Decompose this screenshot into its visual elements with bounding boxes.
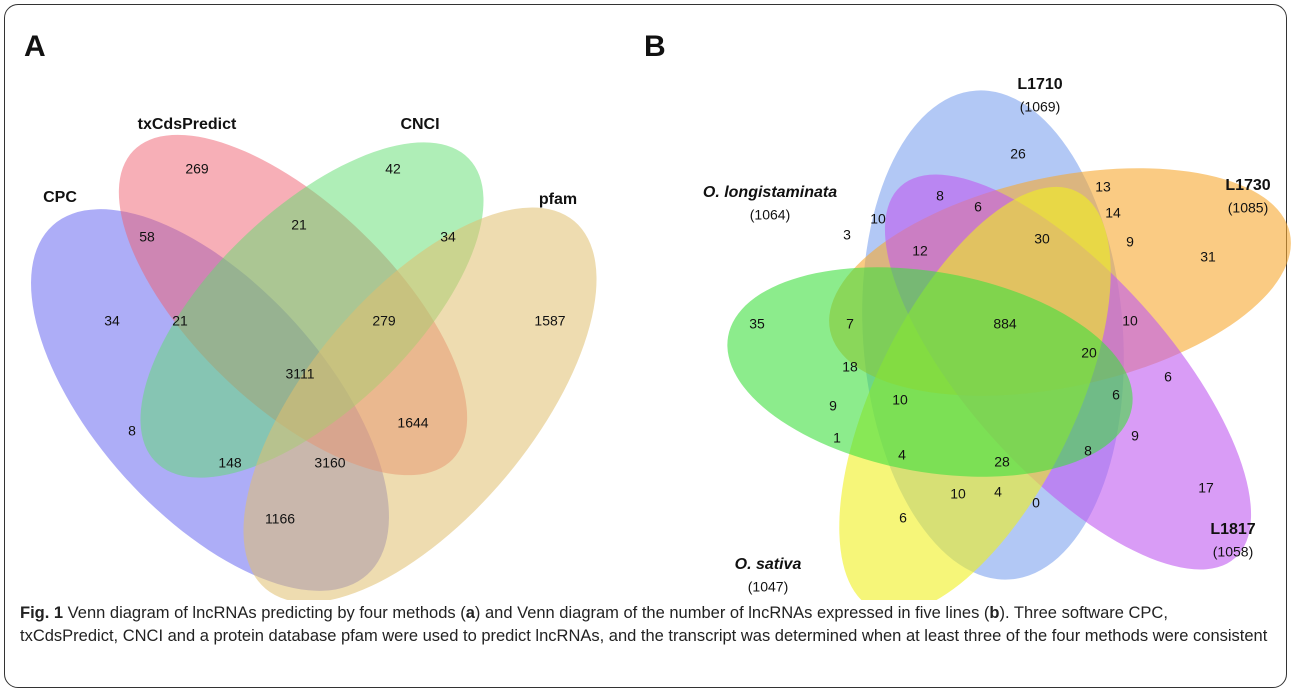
- region-count: 58: [139, 229, 155, 245]
- region-count: 10: [870, 211, 886, 227]
- set-name: CNCI: [400, 116, 439, 133]
- venn-b: [727, 90, 1291, 600]
- region-count: 1587: [534, 313, 565, 329]
- caption-text: a: [465, 604, 475, 622]
- region-count: 4: [994, 484, 1002, 500]
- region-count: 9: [829, 398, 837, 414]
- region-count: 6: [974, 199, 982, 215]
- region-count: 21: [172, 313, 188, 329]
- region-count: 42: [385, 161, 401, 177]
- region-count: 269: [185, 161, 209, 177]
- region-count: 21: [291, 217, 307, 233]
- region-count: 17: [1198, 480, 1214, 496]
- caption-text: b: [989, 604, 1000, 622]
- set-ellipse: [140, 142, 484, 478]
- set-name: L1817: [1210, 521, 1255, 538]
- set-count: (1069): [1020, 99, 1060, 115]
- region-count: 7: [846, 316, 854, 332]
- set-name: pfam: [539, 191, 577, 208]
- region-count: 1: [833, 430, 841, 446]
- region-count: 12: [912, 243, 928, 259]
- region-count: 34: [440, 229, 456, 245]
- region-count: 9: [1126, 234, 1134, 250]
- region-count: 6: [1112, 387, 1120, 403]
- figure-frame: [4, 4, 1287, 688]
- region-count: 3: [843, 227, 851, 243]
- caption-text: Venn diagram of lncRNAs predicting by fo…: [63, 604, 466, 622]
- region-count: 14: [1105, 205, 1121, 221]
- panel-label: B: [644, 30, 666, 63]
- region-count: 10: [950, 486, 966, 502]
- region-count: 35: [749, 316, 765, 332]
- region-count: 10: [892, 392, 908, 408]
- region-count: 6: [1164, 369, 1172, 385]
- set-name: txCdsPredict: [138, 116, 237, 133]
- set-ellipse: [243, 207, 597, 600]
- region-count: 10: [1122, 313, 1138, 329]
- region-count: 279: [372, 313, 396, 329]
- region-count: 0: [1032, 495, 1040, 511]
- region-count: 884: [993, 316, 1017, 332]
- region-count: 8: [128, 423, 136, 439]
- region-count: 13: [1095, 179, 1111, 195]
- panel-label: A: [24, 30, 46, 63]
- region-count: 4: [898, 447, 906, 463]
- region-count: 18: [842, 359, 858, 375]
- caption: Fig. 1 Venn diagram of lncRNAs predictin…: [20, 602, 1270, 648]
- set-count: (1047): [748, 579, 788, 595]
- caption-label: Fig. 1: [20, 604, 64, 622]
- set-name: O. sativa: [735, 556, 802, 573]
- set-count: (1085): [1228, 200, 1268, 216]
- region-count: 3160: [314, 455, 345, 471]
- set-count: (1058): [1213, 544, 1253, 560]
- set-ellipse: [727, 267, 1133, 477]
- region-count: 6: [899, 510, 907, 526]
- set-name: CPC: [43, 189, 77, 206]
- set-name: O. longistaminata: [703, 184, 837, 201]
- caption-text: ). Three software CPC, txCdsPredict, CNC…: [20, 604, 1268, 645]
- region-count: 8: [936, 188, 944, 204]
- region-count: 31: [1200, 249, 1216, 265]
- region-count: 9: [1131, 428, 1139, 444]
- region-count: 30: [1034, 231, 1050, 247]
- region-count: 26: [1010, 146, 1026, 162]
- set-count: (1064): [750, 207, 790, 223]
- caption-text: ) and Venn diagram of the number of lncR…: [474, 604, 990, 622]
- set-name: L1730: [1225, 177, 1270, 194]
- region-count: 8: [1084, 443, 1092, 459]
- region-count: 3111: [285, 366, 314, 382]
- region-count: 28: [994, 454, 1010, 470]
- region-count: 34: [104, 313, 120, 329]
- region-count: 1166: [265, 511, 295, 527]
- venn-a: [31, 134, 597, 600]
- set-name: L1710: [1017, 76, 1062, 93]
- region-count: 20: [1081, 345, 1097, 361]
- region-count: 1644: [397, 415, 428, 431]
- region-count: 148: [218, 455, 242, 471]
